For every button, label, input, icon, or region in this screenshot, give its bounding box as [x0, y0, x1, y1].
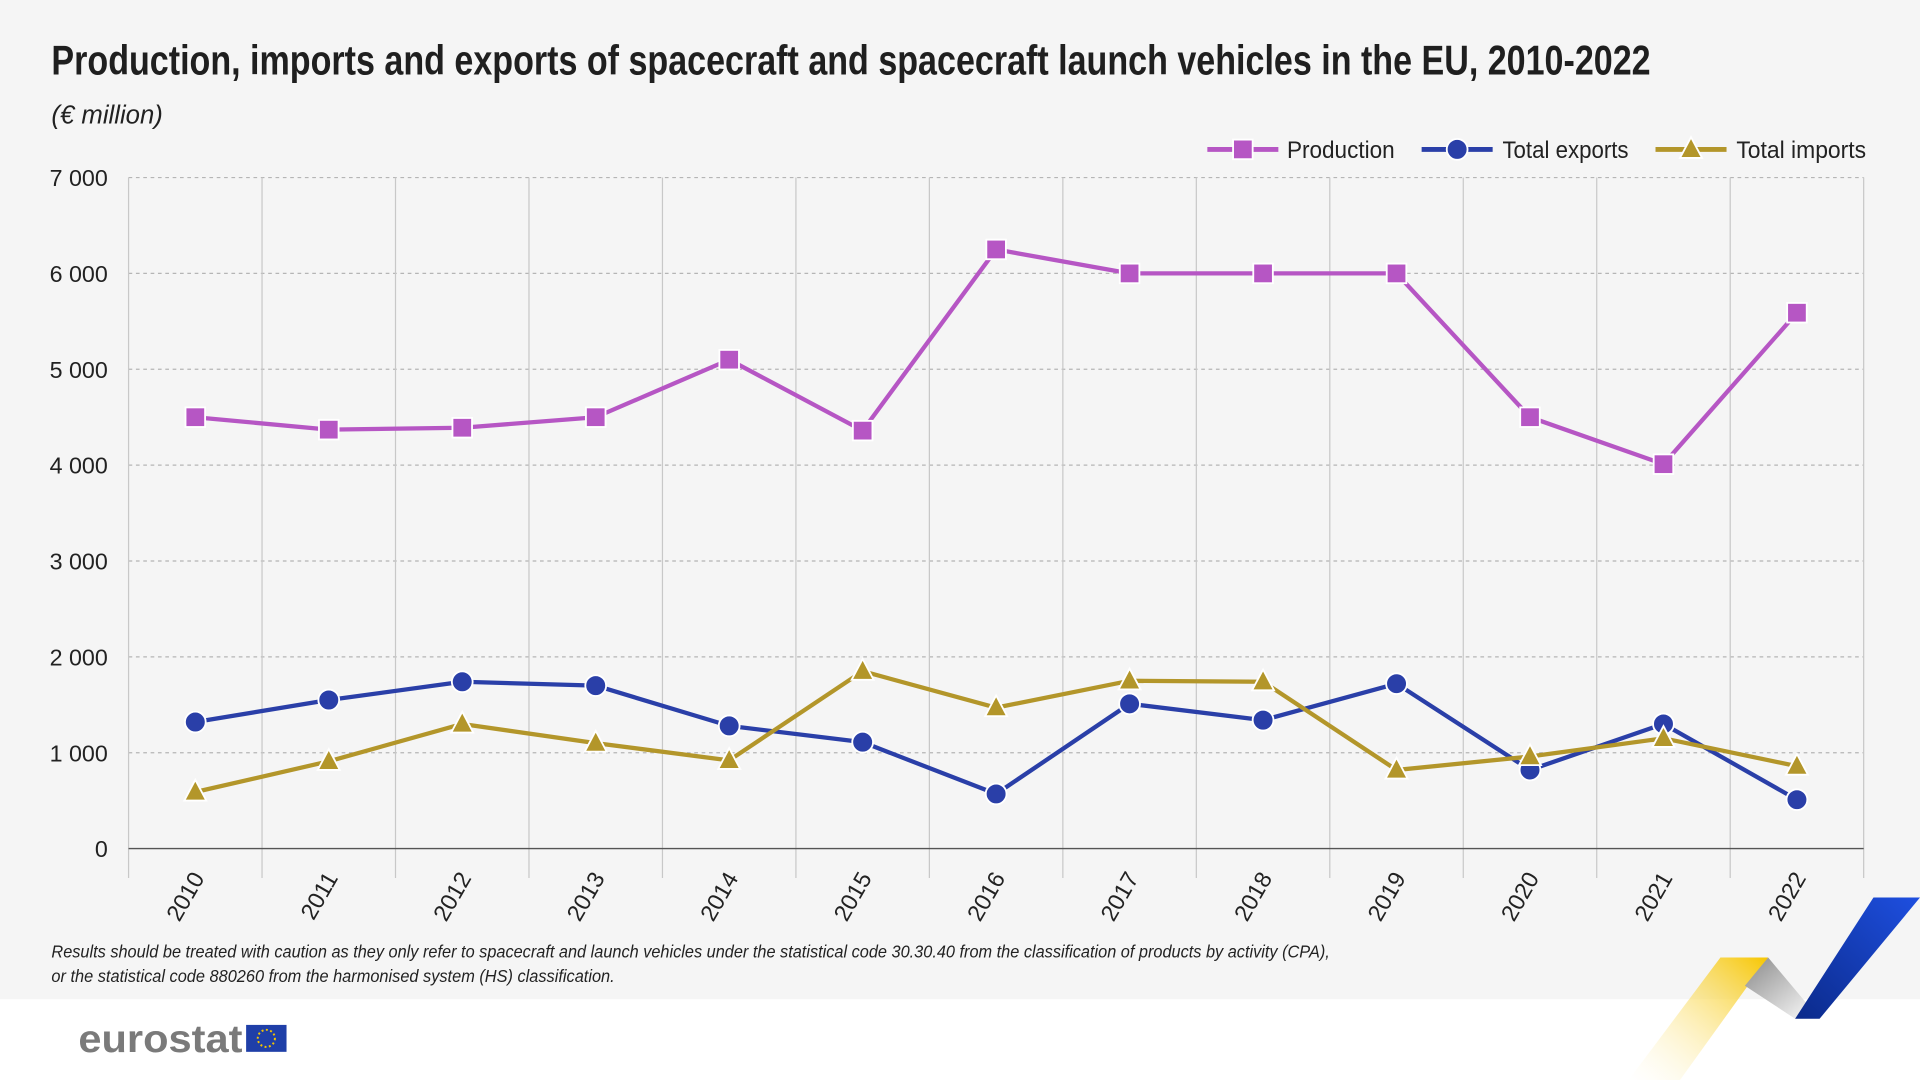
data-point-production — [184, 406, 207, 428]
legend-item-total-imports: Total imports — [1655, 135, 1866, 164]
data-point-total-imports — [449, 709, 475, 734]
series-total-exports — [183, 670, 1809, 812]
eurostat-logo: eurostat — [78, 1018, 287, 1061]
series-layer — [182, 238, 1810, 812]
data-point-total-exports — [183, 710, 207, 734]
data-point-total-exports — [717, 714, 741, 738]
data-point-production — [718, 348, 740, 371]
chart-subtitle: (€ million) — [51, 102, 162, 130]
decorative-ribbon — [1628, 897, 1920, 1080]
y-tick-label: 3 000 — [50, 549, 108, 575]
data-point-total-imports — [182, 777, 208, 802]
legend-marker-square-icon — [1232, 138, 1254, 161]
data-point-production — [1385, 262, 1408, 285]
data-point-total-exports — [1118, 692, 1141, 716]
grid — [127, 176, 1865, 878]
y-tick-label: 4 000 — [50, 453, 108, 479]
y-tick-label: 1 000 — [50, 740, 108, 766]
data-point-total-imports — [1117, 666, 1143, 691]
data-point-total-imports — [983, 693, 1009, 718]
legend-item-total-exports: Total exports — [1421, 137, 1629, 164]
data-point-total-exports — [450, 670, 474, 694]
series-total-imports — [182, 657, 1810, 802]
data-point-total-imports — [316, 747, 342, 771]
legend-marker-triangle-icon — [1678, 135, 1704, 159]
data-point-production — [318, 418, 340, 441]
legend-label: Production — [1287, 137, 1395, 164]
data-point-production — [1519, 406, 1541, 428]
y-tick-label: 6 000 — [50, 261, 108, 287]
data-point-production — [451, 417, 473, 439]
chart-title: Production, imports and exports of space… — [51, 37, 1650, 84]
data-point-production — [851, 419, 874, 442]
data-point-production — [1252, 262, 1274, 285]
logo-text: eurostat — [78, 1018, 242, 1061]
data-point-total-exports — [851, 730, 874, 754]
data-point-production — [1652, 453, 1675, 475]
data-point-production — [1786, 301, 1808, 324]
data-point-production — [585, 406, 607, 428]
data-point-total-imports — [716, 746, 742, 770]
y-tick-label: 0 — [95, 836, 108, 862]
data-point-total-exports — [984, 782, 1008, 806]
series-production — [184, 238, 1808, 475]
footer-band — [0, 999, 1920, 1080]
data-point-total-imports — [1784, 751, 1810, 776]
data-point-total-imports — [850, 657, 876, 681]
data-point-total-imports — [1517, 742, 1543, 767]
footnote-line-2: or the statistical code 880260 from the … — [51, 966, 614, 986]
y-tick-label: 2 000 — [50, 644, 108, 670]
y-tick-label: 5 000 — [50, 357, 108, 383]
data-point-total-exports — [1251, 708, 1275, 732]
legend: Production Total exports Total imports — [1207, 135, 1866, 164]
y-tick-label: 7 000 — [50, 165, 108, 191]
data-point-total-exports — [584, 674, 608, 697]
legend-item-production: Production — [1207, 137, 1395, 164]
data-point-total-imports — [1383, 755, 1410, 780]
data-point-total-imports — [1250, 667, 1276, 692]
data-point-total-exports — [317, 688, 341, 712]
data-point-total-exports — [1385, 672, 1408, 696]
data-point-total-imports — [1650, 724, 1677, 748]
y-axis: 0 1 000 2 000 3 000 4 000 5 000 6 000 7 000 — [50, 165, 108, 862]
data-point-total-imports — [583, 728, 609, 753]
legend-label: Total imports — [1736, 137, 1866, 164]
footnote-line-1: Results should be treated with caution a… — [51, 942, 1329, 962]
data-point-production — [985, 238, 1007, 261]
legend-marker-circle-icon — [1445, 138, 1469, 161]
legend-label: Total exports — [1502, 137, 1628, 164]
data-point-production — [1118, 262, 1141, 285]
eu-stars-icon — [256, 1028, 276, 1048]
data-point-total-exports — [1785, 788, 1809, 812]
